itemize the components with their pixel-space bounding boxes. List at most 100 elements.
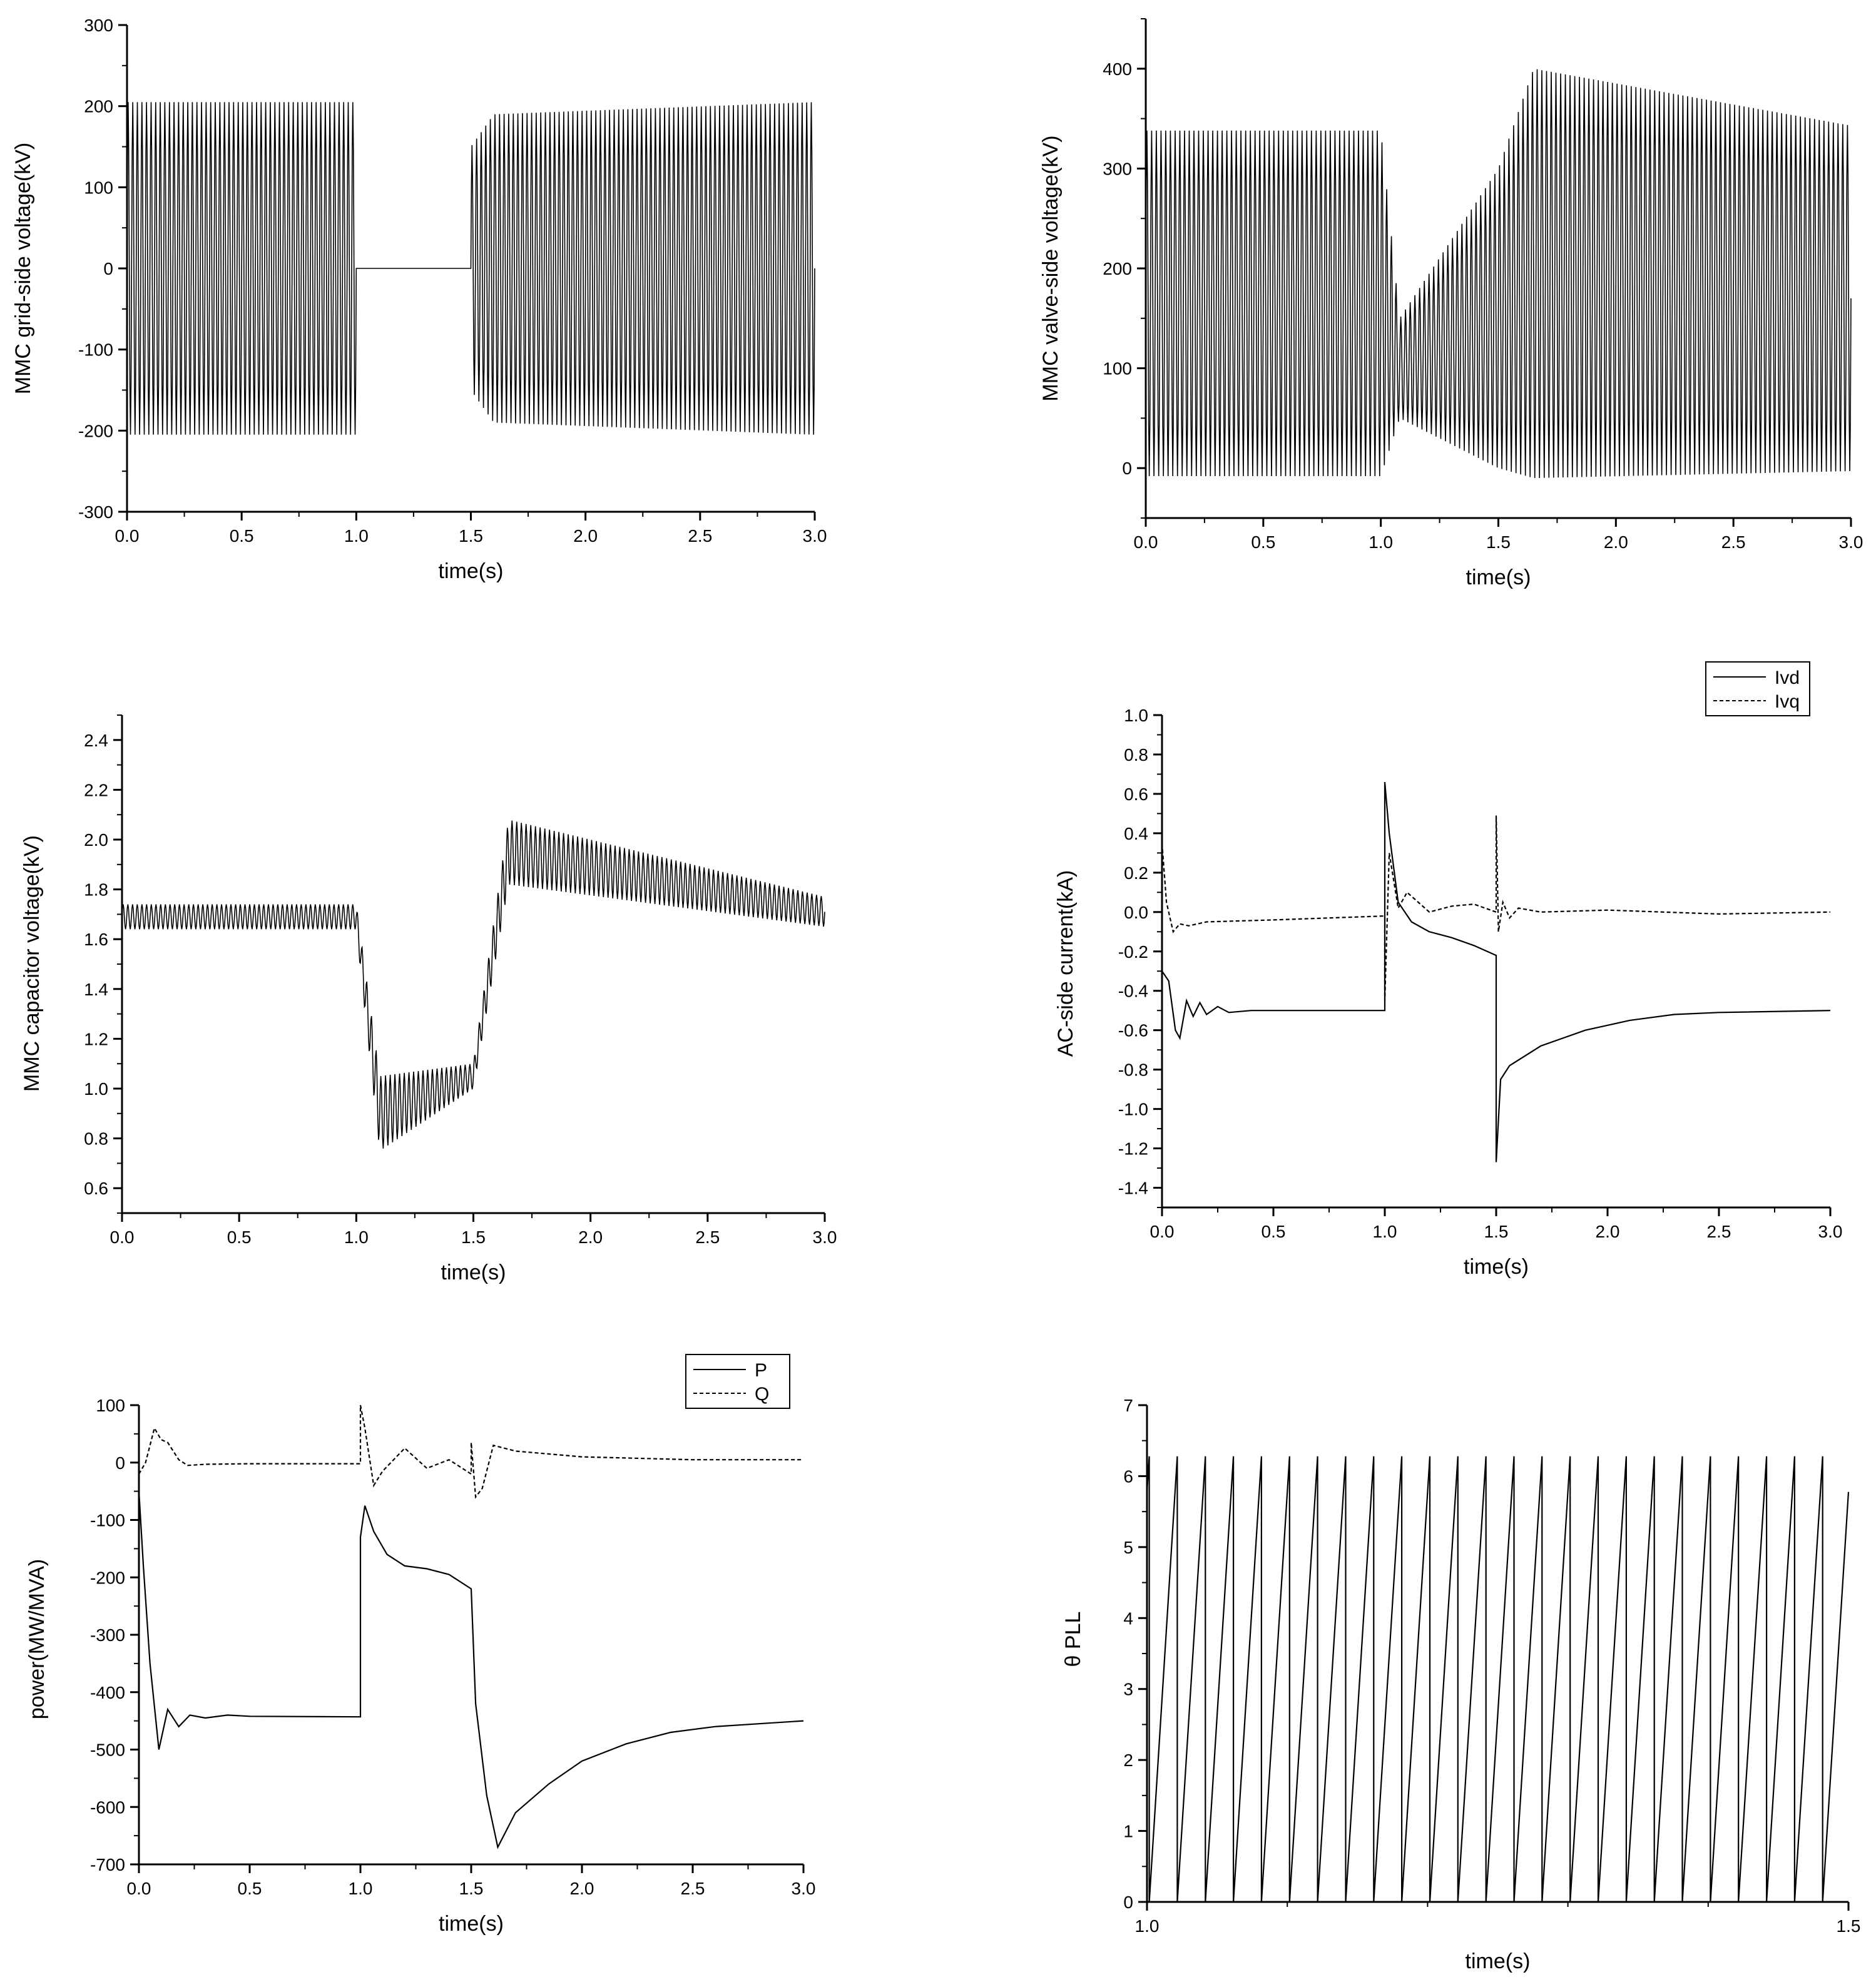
legend-label: Ivd <box>1775 668 1800 688</box>
y-axis-label: power(MW/MVA) <box>25 1559 49 1719</box>
chart-panel-2: 0.0 0.5 1.0 1.5 2.0 2.5 3.0 400 300 200 100 0 time(s… <box>1039 18 1863 589</box>
x-tick-label: 1.5 <box>1484 1222 1509 1241</box>
y-tick-label: 0.8 <box>1124 745 1148 765</box>
y-tick-label: -200 <box>78 421 113 440</box>
y-tick-label: 300 <box>84 16 113 35</box>
y-tick-label: -1.4 <box>1118 1179 1148 1198</box>
y-tick-label: 1.2 <box>84 1029 108 1049</box>
y-tick-label: 1.6 <box>84 930 108 949</box>
x-tick-label: 3.0 <box>1839 532 1863 552</box>
x-tick-label: 2.5 <box>681 1879 705 1898</box>
legend-label: P <box>755 1360 767 1381</box>
x-tick-label: 0.5 <box>238 1879 262 1898</box>
legend-box <box>1705 661 1810 716</box>
y-tick-label: 6 <box>1123 1466 1133 1486</box>
y-tick-label: 100 <box>96 1396 125 1415</box>
x-axis-label: time(s) <box>439 1912 504 1936</box>
y-tick-label: 0.2 <box>1124 863 1148 883</box>
legend: PQ <box>685 1354 790 1409</box>
x-tick-label: 0.5 <box>1262 1222 1286 1241</box>
y-tick-label: 0.6 <box>84 1179 108 1198</box>
x-tick-label: 1.0 <box>1369 532 1393 552</box>
y-tick-label: 0 <box>103 259 113 278</box>
y-tick-label: -300 <box>78 502 113 522</box>
series-line-q <box>138 1405 803 1499</box>
x-tick-label: 2.5 <box>1707 1222 1731 1241</box>
y-tick-label: 7 <box>1123 1396 1133 1415</box>
x-tick-label: 1.0 <box>1135 1916 1160 1936</box>
x-tick-label: 1.5 <box>459 1879 484 1898</box>
y-tick-label: -700 <box>90 1855 125 1874</box>
y-tick-label: -0.4 <box>1118 982 1148 1001</box>
y-tick-label: 1.0 <box>84 1079 108 1099</box>
y-tick-label: -1.2 <box>1118 1139 1148 1159</box>
y-tick-label: 2.0 <box>84 830 108 850</box>
chart-panel-5: 0.0 0.5 1.0 1.5 2.0 2.5 3.0 100 0 -100 -200 -300 -40… <box>25 1354 815 1936</box>
x-tick-label: 1.0 <box>1373 1222 1397 1241</box>
legend: Ivd Ivq <box>1705 661 1810 716</box>
x-tick-label: 2.0 <box>1604 532 1628 552</box>
x-tick-label: 1.5 <box>459 526 483 546</box>
y-tick-label: -100 <box>90 1511 125 1530</box>
x-tick-label: 3.0 <box>813 1227 837 1247</box>
legend-label: Q <box>755 1384 769 1405</box>
y-tick-label: 2.4 <box>84 731 108 750</box>
x-axis-label: time(s) <box>1466 566 1531 589</box>
y-axis-label: MMC capacitor voltage(kV) <box>20 835 44 1092</box>
y-tick-label: 0.6 <box>1124 785 1148 804</box>
chart-panel-1: 0.0 0.5 1.0 1.5 2.0 2.5 3.0 300 200 100 0 -100 -200 -… <box>11 16 827 583</box>
y-tick-label: 200 <box>1103 259 1132 278</box>
y-tick-label: -0.8 <box>1118 1060 1148 1080</box>
series-line-1 <box>1145 69 1852 479</box>
x-tick-label: 0.0 <box>110 1227 135 1247</box>
x-tick-label: 2.0 <box>570 1879 594 1898</box>
y-axis-label: MMC grid-side voltage(kV) <box>11 143 35 394</box>
y-tick-label: 300 <box>1103 159 1132 178</box>
x-tick-label: 0.0 <box>115 526 140 546</box>
y-tick-label: 2.2 <box>84 780 108 800</box>
series-line-1 <box>126 102 815 435</box>
y-tick-label: 5 <box>1123 1538 1133 1557</box>
x-tick-label: 0.5 <box>227 1227 252 1247</box>
x-tick-label: 2.0 <box>573 526 598 546</box>
x-tick-label: 0.5 <box>230 526 254 546</box>
x-tick-label: 0.0 <box>1134 532 1158 552</box>
y-tick-label: -100 <box>78 340 113 360</box>
x-tick-label: 2.0 <box>1596 1222 1620 1241</box>
y-tick-label: -0.6 <box>1118 1021 1148 1040</box>
x-tick-label: 1.0 <box>344 1227 369 1247</box>
x-tick-label: 2.5 <box>688 526 712 546</box>
x-tick-label: 2.5 <box>695 1227 720 1247</box>
y-tick-label: 0 <box>1123 1893 1133 1912</box>
y-tick-label: -400 <box>90 1683 125 1702</box>
x-tick-label: 3.0 <box>792 1879 816 1898</box>
y-tick-label: 200 <box>84 97 113 116</box>
y-axis-label: θ PLL <box>1061 1612 1085 1667</box>
x-axis-label: time(s) <box>1464 1255 1529 1279</box>
y-axis-label: AC-side current(kA) <box>1054 870 1078 1057</box>
x-tick-label: 2.5 <box>1721 532 1746 552</box>
x-tick-label: 1.0 <box>344 526 369 546</box>
series-line-p <box>138 1491 804 1849</box>
series-line-1 <box>1146 1456 1850 1903</box>
y-tick-label: 0.4 <box>1124 824 1148 843</box>
y-tick-label: 0 <box>1122 459 1132 478</box>
x-tick-label: 3.0 <box>1818 1222 1843 1241</box>
x-axis-label: time(s) <box>441 1261 506 1284</box>
y-tick-label: 1.4 <box>84 980 108 999</box>
y-tick-label: 1 <box>1123 1822 1133 1841</box>
y-tick-label: -0.2 <box>1118 942 1148 962</box>
y-tick-label: 0 <box>115 1453 125 1473</box>
y-tick-label: 1.8 <box>84 880 108 900</box>
y-tick-label: 4 <box>1123 1608 1133 1628</box>
x-tick-label: 0.0 <box>127 1879 151 1898</box>
series-line-1 <box>121 820 825 1149</box>
x-tick-label: 1.5 <box>461 1227 486 1247</box>
chart-panel-3: 0.0 0.5 1.0 1.5 2.0 2.5 3.0 2.4 2.2 2.0 1.8 1.6 1.4 1… <box>20 714 837 1284</box>
y-tick-label: 0.8 <box>84 1129 108 1149</box>
x-axis-label: time(s) <box>439 559 504 583</box>
legend-box <box>685 1354 790 1409</box>
y-tick-label: -500 <box>90 1741 125 1760</box>
y-tick-label: 100 <box>84 178 113 197</box>
chart-panel-4: 0.0 0.5 1.0 1.5 2.0 2.5 3.0 1.0 0.8 0.6 0.4 0.2 0.0 -… <box>1054 661 1843 1279</box>
